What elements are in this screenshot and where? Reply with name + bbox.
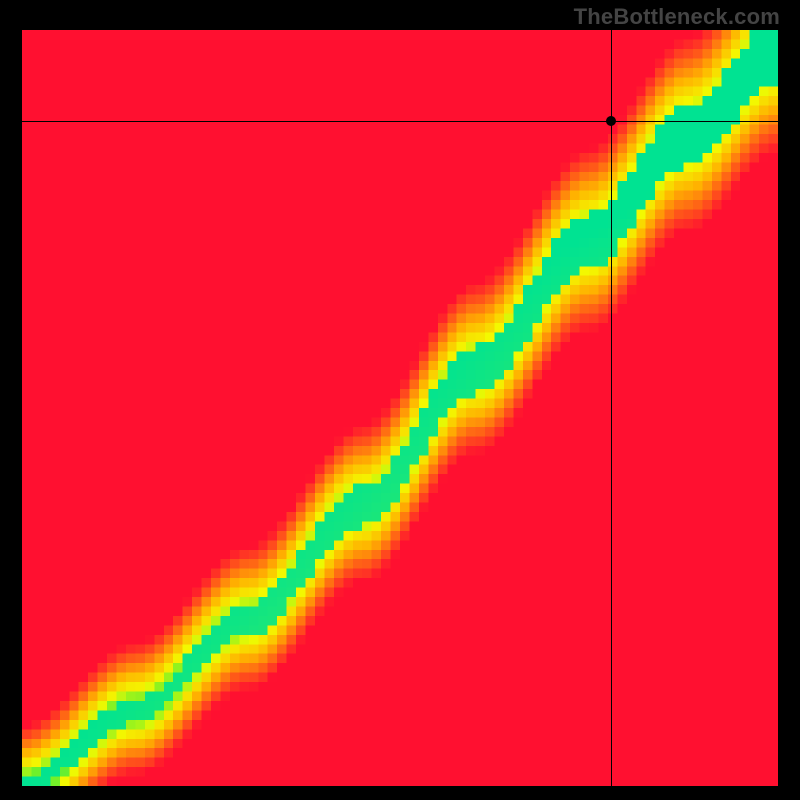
watermark-text: TheBottleneck.com [574, 4, 780, 30]
crosshair-marker [606, 116, 616, 126]
crosshair-vertical [611, 30, 612, 786]
plot-area [22, 30, 778, 786]
crosshair-horizontal [22, 121, 778, 122]
chart-container: TheBottleneck.com [0, 0, 800, 800]
bottleneck-heatmap [22, 30, 778, 786]
